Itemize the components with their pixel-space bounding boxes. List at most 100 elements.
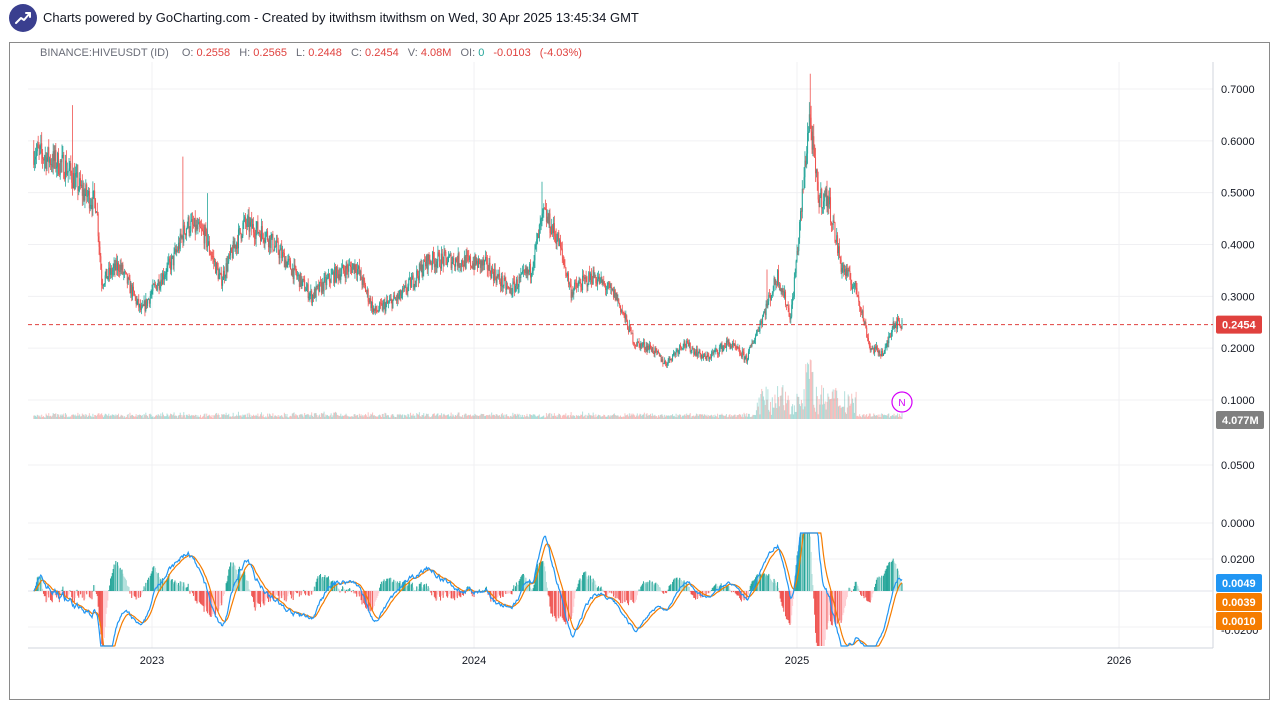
candle-body <box>874 346 876 353</box>
volume-bar <box>345 413 347 419</box>
candle <box>446 257 448 266</box>
macd-histogram-bar <box>296 591 298 594</box>
candle-body <box>448 255 450 257</box>
volume-bar <box>301 413 303 419</box>
candle <box>880 353 882 359</box>
volume-bar <box>597 414 599 419</box>
candle <box>706 351 708 361</box>
candle-body <box>654 347 656 355</box>
volume-bar <box>114 416 116 419</box>
volume-bar <box>588 412 590 419</box>
volume-bar <box>124 416 126 419</box>
candle <box>649 340 651 354</box>
macd-histogram-bar <box>621 591 623 604</box>
candle <box>57 151 59 177</box>
legend-low-label: L: <box>296 47 306 59</box>
volume-bar <box>122 415 124 419</box>
candle <box>552 216 554 240</box>
candle <box>512 278 514 298</box>
macd-histogram-bar <box>612 591 614 597</box>
candle-body <box>845 268 847 276</box>
macd-histogram-bar <box>107 591 109 601</box>
volume-bar <box>42 416 44 419</box>
candle-body <box>271 234 273 238</box>
candle-body <box>804 160 806 178</box>
volume-bar <box>530 414 532 419</box>
volume-bar <box>85 414 87 419</box>
candle-body <box>878 350 880 354</box>
candle <box>479 259 481 274</box>
macd-histogram-bar <box>166 578 168 591</box>
volume-bar <box>179 412 181 419</box>
candle <box>282 245 284 262</box>
candle <box>144 299 146 317</box>
candle <box>332 269 334 276</box>
macd-histogram-bar <box>187 583 189 591</box>
macd-histogram-bar <box>790 591 792 624</box>
candle-body <box>253 232 255 239</box>
candle-body <box>854 281 856 285</box>
macd-histogram-bar <box>725 585 727 591</box>
candle <box>627 326 629 335</box>
macd-histogram-bar <box>538 562 540 591</box>
volume-bar <box>502 415 504 419</box>
volume-bar <box>139 414 141 419</box>
macd-histogram-bar <box>405 583 407 591</box>
candle <box>786 304 788 306</box>
volume-bar <box>785 403 787 419</box>
candle <box>675 347 677 357</box>
volume-bar <box>620 416 622 419</box>
candle <box>314 287 316 298</box>
candle-body <box>215 262 217 274</box>
volume-bar <box>575 414 577 419</box>
macd-histogram-bar <box>215 591 217 611</box>
candle <box>798 237 800 256</box>
volume-bar <box>553 413 555 419</box>
macd-histogram-bar <box>264 591 266 605</box>
candle <box>356 263 358 281</box>
volume-bar <box>872 416 874 419</box>
candle-body <box>853 284 855 287</box>
macd-histogram-bar <box>320 578 322 591</box>
candle-body <box>702 355 704 358</box>
macd-histogram-bar <box>98 591 100 617</box>
volume-bar <box>398 415 400 419</box>
volume-bar <box>228 413 230 419</box>
candle <box>372 305 374 315</box>
candle <box>218 268 220 280</box>
candle-body <box>408 278 410 286</box>
candle <box>39 144 41 156</box>
volume-bar <box>552 415 554 419</box>
candle-body <box>65 160 67 175</box>
candle-body <box>816 169 818 182</box>
candle-body <box>166 266 168 275</box>
volume-bar <box>519 417 521 419</box>
macd-histogram-bar <box>97 591 99 607</box>
macd-histogram-bar <box>120 570 122 591</box>
macd-histogram-bar <box>432 591 434 593</box>
candle-body <box>181 236 183 238</box>
legend-symbol[interactable]: BINANCE:HIVEUSDT (ID) <box>40 47 169 59</box>
macd-histogram-bar <box>875 583 877 591</box>
candle <box>274 237 276 252</box>
volume-bar <box>269 414 271 419</box>
macd-histogram-bar <box>499 591 501 596</box>
volume-bar <box>167 414 169 419</box>
candle <box>142 304 144 307</box>
candle <box>370 295 372 311</box>
macd-pane <box>28 532 1213 647</box>
candle <box>256 221 258 236</box>
volume-bar <box>225 412 227 419</box>
volume-bar <box>402 417 404 419</box>
candle-body <box>41 143 43 154</box>
candle <box>820 182 822 199</box>
volume-bar <box>507 416 509 419</box>
volume-bar <box>631 415 633 419</box>
macd-histogram-bar <box>898 574 900 591</box>
candle <box>698 348 700 354</box>
candle <box>277 237 279 255</box>
gocharting-logo[interactable] <box>9 4 37 32</box>
candle-body <box>858 296 860 302</box>
macd-histogram-bar <box>419 583 421 591</box>
